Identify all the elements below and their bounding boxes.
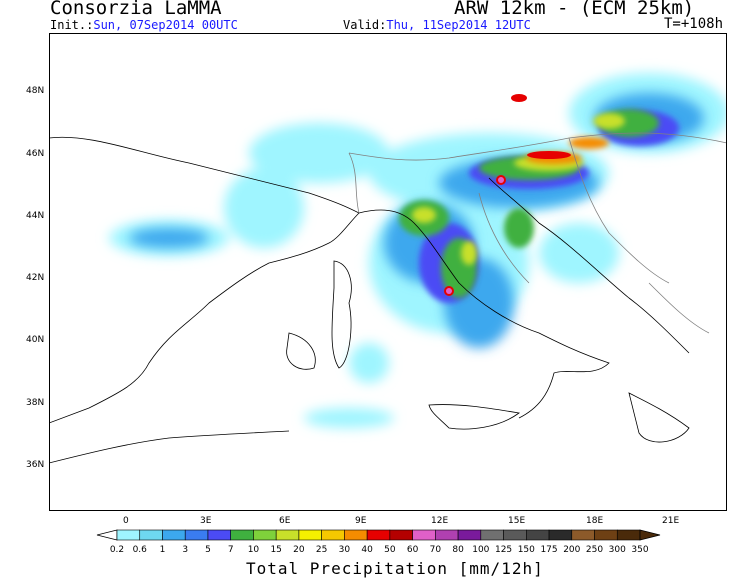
colorbar-swatch xyxy=(162,529,186,541)
colorbar-swatch xyxy=(616,529,641,541)
colorbar-level-label: 80 xyxy=(452,545,464,555)
colorbar-level-label: 100 xyxy=(472,545,489,555)
lat-label-40n: 40N xyxy=(26,335,45,345)
colorbar-level-label: 200 xyxy=(563,545,580,555)
colorbar-swatch xyxy=(480,529,504,541)
colorbar-level-label: 0.2 xyxy=(110,545,124,555)
valid-value: Thu, 11Sep2014 12UTC xyxy=(386,18,531,32)
country-borders xyxy=(348,132,727,334)
colorbar-level-label: 10 xyxy=(248,545,260,555)
colorbar: 0.2 0.6 1 3 5 7 10 15 20 25 30 40 50 60 70 80 100 125 150 1… xyxy=(96,529,661,555)
init-value: Sun, 07Sep2014 00UTC xyxy=(93,18,238,32)
lat-label-44n: 44N xyxy=(26,211,45,221)
source-title: Consorzia LaMMA xyxy=(50,0,222,19)
colorbar-level-label: 300 xyxy=(609,545,626,555)
colorbar-swatch xyxy=(412,529,436,541)
coastlines xyxy=(49,136,690,464)
colorbar-level-label: 1 xyxy=(160,545,166,555)
colorbar-swatch xyxy=(139,529,163,541)
colorbar-level-label: 20 xyxy=(293,545,305,555)
colorbar-swatch xyxy=(594,529,618,541)
colorbar-swatch xyxy=(184,529,209,541)
colorbar-arrow-high xyxy=(639,529,661,541)
map-frame xyxy=(49,33,727,511)
init-time: Init.:Sun, 07Sep2014 00UTC xyxy=(50,18,238,32)
colorbar-level-label: 60 xyxy=(407,545,419,555)
lat-label-42n: 42N xyxy=(26,273,45,283)
colorbar-swatch xyxy=(435,529,459,541)
colorbar-level-label: 7 xyxy=(228,545,234,555)
colorbar-level-label: 250 xyxy=(586,545,603,555)
colorbar-level-label: 150 xyxy=(518,545,535,555)
colorbar-level-label: 125 xyxy=(495,545,512,555)
colorbar-level-label: 5 xyxy=(205,545,211,555)
colorbar-level-label: 15 xyxy=(270,545,281,555)
colorbar-swatch xyxy=(253,529,277,541)
valid-label: Valid: xyxy=(343,18,387,32)
colorbar-arrow-low xyxy=(96,529,118,541)
colorbar-swatch xyxy=(389,529,413,541)
colorbar-swatch xyxy=(503,529,527,541)
colorbar-level-label: 40 xyxy=(361,545,373,555)
colorbar-level-label: 50 xyxy=(384,545,396,555)
colorbar-swatch xyxy=(275,529,300,541)
colorbar-swatch xyxy=(207,529,231,541)
lon-label-12e: 12E xyxy=(431,516,449,526)
colorbar-swatch xyxy=(298,529,322,541)
lon-label-3e: 3E xyxy=(200,516,212,526)
lat-label-36n: 36N xyxy=(26,460,45,470)
colorbar-swatch xyxy=(344,529,368,541)
colorbar-level-label: 350 xyxy=(631,545,648,555)
lon-label-0: 0 xyxy=(123,516,129,526)
colorbar-swatch xyxy=(366,529,391,541)
colorbar-level-label: 0.6 xyxy=(133,545,148,555)
colorbar-level-label: 3 xyxy=(182,545,188,555)
colorbar-swatch xyxy=(457,529,482,541)
colorbar-level-label: 30 xyxy=(339,545,351,555)
colorbar-swatch xyxy=(526,529,550,541)
colorbar-level-label: 70 xyxy=(430,545,442,555)
init-label: Init.: xyxy=(50,18,94,32)
precipitation-map xyxy=(49,33,727,511)
colorbar-swatch xyxy=(548,529,573,541)
colorbar-swatch xyxy=(116,529,141,541)
lon-label-6e: 6E xyxy=(279,516,291,526)
colorbar-swatch xyxy=(321,529,345,541)
colorbar-level-label: 175 xyxy=(540,545,557,555)
colorbar-title: Total Precipitation [mm/12h] xyxy=(246,559,544,578)
colorbar-level-label: 25 xyxy=(316,545,327,555)
lat-label-48n: 48N xyxy=(26,86,45,96)
lat-label-46n: 46N xyxy=(26,149,45,159)
lon-label-15e: 15E xyxy=(508,516,526,526)
lon-label-9e: 9E xyxy=(355,516,367,526)
lon-label-18e: 18E xyxy=(586,516,604,526)
colorbar-swatch xyxy=(230,529,254,541)
colorbar-swatch xyxy=(571,529,595,541)
precip-field xyxy=(109,73,727,428)
lat-label-38n: 38N xyxy=(26,398,45,408)
model-title: ARW 12km - (ECM 25km) xyxy=(454,0,695,19)
forecast-step: T=+108h xyxy=(664,16,724,32)
valid-time: Valid:Thu, 11Sep2014 12UTC xyxy=(343,18,531,32)
lon-label-21e: 21E xyxy=(662,516,680,526)
